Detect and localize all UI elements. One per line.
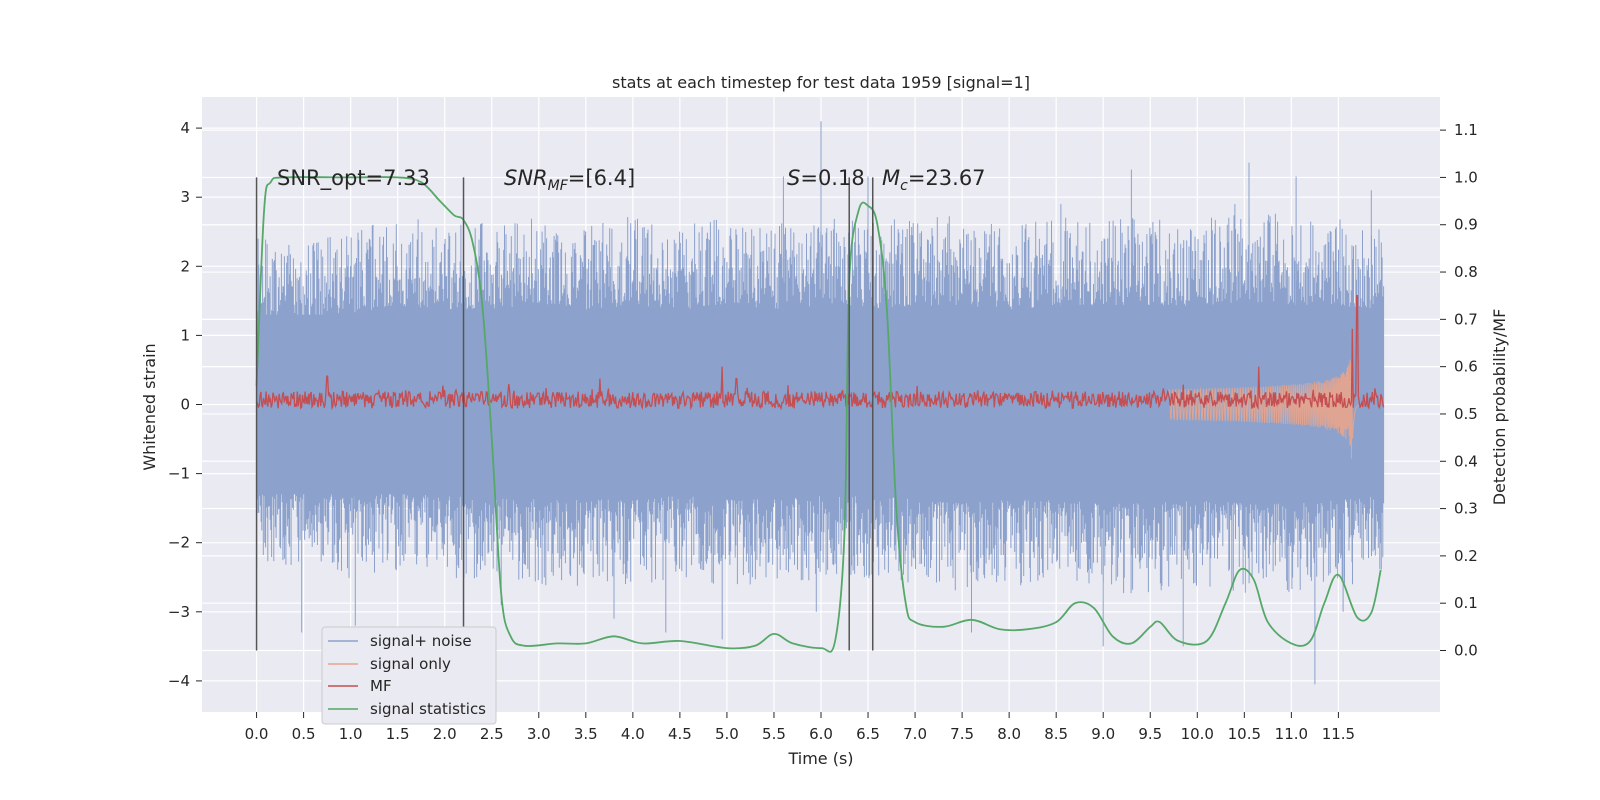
y-tick-label: 3	[180, 188, 190, 206]
x-tick-label: 5.0	[715, 725, 739, 743]
annotation-snr-mf-main: SNR	[504, 166, 548, 190]
x-tick-label: 3.0	[527, 725, 551, 743]
x-tick-label: 4.5	[668, 725, 692, 743]
y2-axis-label: Detection probability/MF	[1490, 309, 1509, 506]
y-tick-label: 2	[180, 257, 190, 275]
x-tick-label: 1.5	[386, 725, 410, 743]
y2-tick-label: 0.9	[1454, 216, 1478, 234]
x-tick-label: 2.0	[433, 725, 457, 743]
annotation-mc-value: =23.67	[908, 166, 986, 190]
annotation-snr-mf-sub: MF	[548, 178, 569, 194]
x-axis-label: Time (s)	[787, 749, 853, 768]
series-layer	[255, 121, 1385, 685]
series-mf	[256, 295, 1385, 411]
y2-tick-label: 0.3	[1454, 500, 1478, 518]
x-tick-label: 9.5	[1138, 725, 1162, 743]
x-tick-label: 10.0	[1181, 725, 1214, 743]
x-tick-label: 11.0	[1275, 725, 1308, 743]
y2-tick-label: 1.0	[1454, 168, 1478, 186]
annotation-snr-opt: SNR_opt=7.33	[277, 166, 430, 191]
axes: 0.0 0.5 1.0 1.5 2.0 2.5 3.0 3.5 4.0 4.5 5.0 5.5 6.0 6…	[168, 119, 1478, 743]
y2-tick-label: 0.6	[1454, 358, 1478, 376]
y2-tick-label: 0.8	[1454, 263, 1478, 281]
annotation-snr-mf: SNRMF=[6.4]	[504, 166, 635, 194]
x-tick-label: 10.5	[1228, 725, 1261, 743]
annotation-mc: Mc=23.67	[882, 166, 986, 194]
annotation-mc-sub: c	[900, 178, 908, 194]
annotation-mc-main: M	[882, 166, 900, 190]
x-tick-label: 0.5	[292, 725, 316, 743]
y-tick-label: −1	[168, 465, 190, 483]
y-tick-label: −3	[168, 603, 190, 621]
x-tick-label: 7.0	[903, 725, 927, 743]
annotation-s: S=0.18	[787, 166, 865, 190]
legend-label-signal-noise: signal+ noise	[370, 632, 472, 650]
x-tick-label: 1.0	[339, 725, 363, 743]
chart-title: stats at each timestep for test data 195…	[612, 73, 1030, 92]
y2-tick-label: 1.1	[1454, 121, 1478, 139]
y-axis-label: Whitened strain	[140, 343, 159, 470]
legend-label-mf: MF	[370, 677, 392, 695]
annotation-snr-mf-value: =[6.4]	[568, 166, 635, 190]
x-tick-label: 4.0	[621, 725, 645, 743]
x-tick-label: 9.0	[1091, 725, 1115, 743]
x-tick-label: 6.5	[856, 725, 880, 743]
y2-tick-label: 0.1	[1454, 594, 1478, 612]
annotations: SNR_opt=7.33 SNRMF=[6.4] S=0.18 Mc=23.67	[277, 166, 986, 194]
x-tick-label: 8.5	[1044, 725, 1068, 743]
y-tick-label: 0	[180, 396, 190, 414]
x-tick-label: 0.0	[245, 725, 269, 743]
y2-tick-label: 0.5	[1454, 405, 1478, 423]
series-signal-statistics	[255, 176, 1382, 653]
y2-tick-label: 0.0	[1454, 642, 1478, 660]
x-tick-label: 7.5	[950, 725, 974, 743]
x-tick-label: 11.5	[1322, 725, 1355, 743]
y2-tick-label: 0.2	[1454, 547, 1478, 565]
x-tick-label: 8.0	[997, 725, 1021, 743]
y-tick-label: −2	[168, 534, 190, 552]
legend-box	[321, 626, 497, 725]
vertical-markers	[255, 177, 874, 651]
y-tick-label: 1	[180, 326, 190, 344]
y-tick-label: 4	[180, 119, 190, 137]
annotation-s-value: =0.18	[800, 166, 864, 190]
legend-label-signal-only: signal only	[370, 655, 451, 673]
x-tick-label: 6.0	[809, 725, 833, 743]
y2-tick-label: 0.4	[1454, 452, 1478, 470]
y-tick-label: −4	[168, 672, 190, 690]
y2-tick-label: 0.7	[1454, 310, 1478, 328]
legend: signal+ noise signal only MF signal stat…	[321, 626, 497, 725]
annotation-s-main: S	[787, 166, 800, 190]
series-signal-noise	[256, 121, 1385, 685]
legend-label-signal-statistics: signal statistics	[370, 700, 486, 718]
x-tick-label: 3.5	[574, 725, 598, 743]
x-tick-label: 5.5	[762, 725, 786, 743]
x-tick-label: 2.5	[480, 725, 504, 743]
